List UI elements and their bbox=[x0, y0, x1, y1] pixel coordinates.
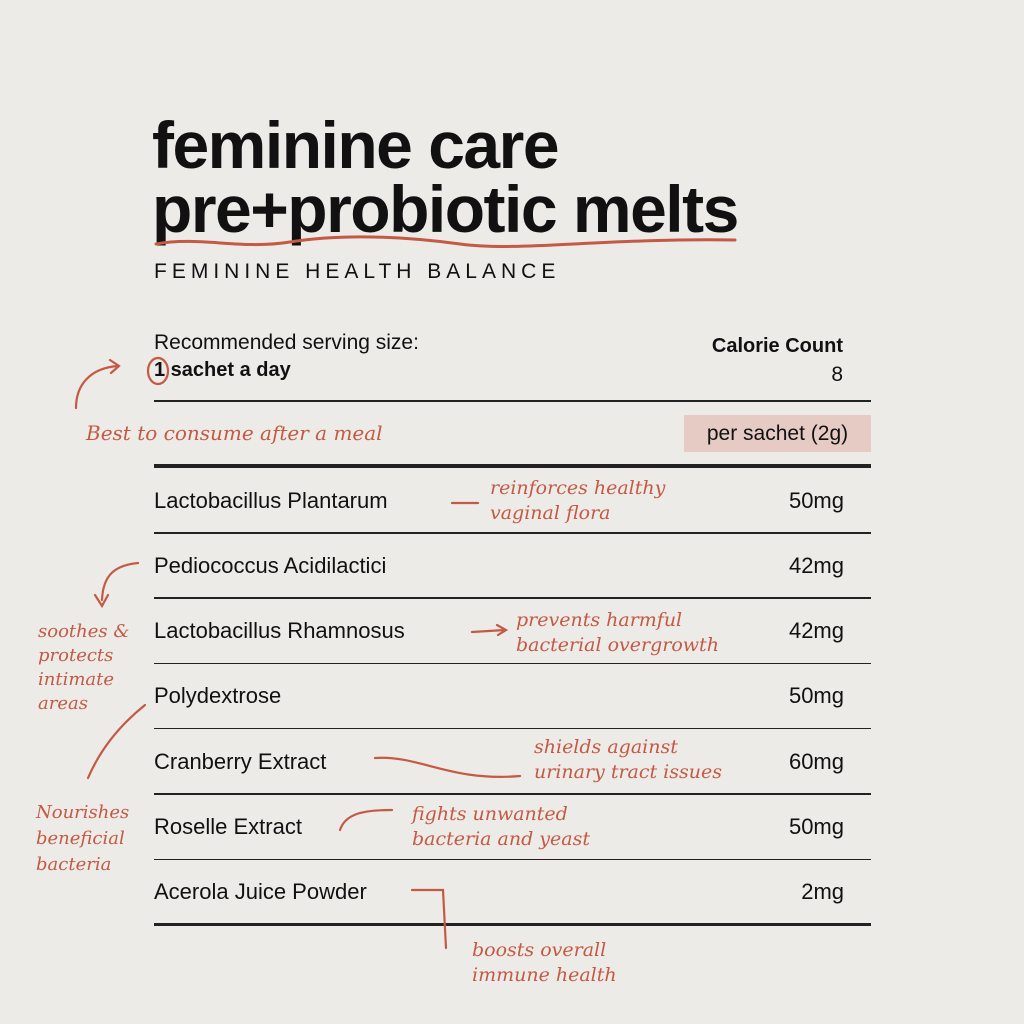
row-divider bbox=[154, 532, 871, 534]
ingredient-row: Acerola Juice Powder 2mg bbox=[154, 860, 844, 925]
calorie-value: 8 bbox=[831, 363, 843, 386]
note-acerola: boosts overall immune health bbox=[472, 939, 617, 986]
ingredient-amount: 2mg bbox=[801, 879, 844, 905]
divider-thick bbox=[154, 464, 871, 468]
connector bbox=[410, 888, 448, 950]
row-divider bbox=[154, 727, 871, 730]
note-soothes: soothes & protects intimate areas bbox=[38, 621, 130, 714]
note-plantarum: reinforces healthy vaginal flora bbox=[490, 477, 666, 524]
ingredient-row: Polydextrose 50mg bbox=[154, 664, 844, 729]
serving-basis-badge: per sachet (2g) bbox=[684, 415, 871, 452]
row-divider bbox=[154, 662, 871, 665]
serving-label: Recommended serving size: bbox=[154, 331, 419, 354]
arrow-icon bbox=[470, 623, 509, 637]
ingredient-amount: 50mg bbox=[788, 814, 844, 839]
ingredient-name: Lactobacillus Rhamnosus bbox=[154, 618, 405, 644]
note-cranberry: shields against urinary tract issues bbox=[534, 736, 722, 783]
arrow-icon bbox=[74, 358, 121, 410]
calorie-label: Calorie Count bbox=[711, 335, 843, 357]
note-rhamnosus: prevents harmful bacterial overgrowth bbox=[516, 609, 719, 656]
ingredient-amount: 42mg bbox=[788, 618, 844, 644]
title-line-2: pre+probiotic melts bbox=[152, 172, 739, 246]
circle-mark bbox=[146, 356, 170, 386]
note-meal: Best to consume after a meal bbox=[86, 421, 383, 445]
title-line-1: feminine care bbox=[152, 108, 560, 182]
arrow-icon bbox=[93, 561, 140, 609]
ingredient-row: Lactobacillus Rhamnosus 42mg bbox=[154, 599, 844, 664]
title-underline bbox=[154, 235, 737, 248]
divider-bottom bbox=[154, 923, 871, 926]
ingredient-name: Pediococcus Acidilactici bbox=[154, 552, 387, 578]
ingredient-row: Lactobacillus Plantarum 50mg bbox=[154, 468, 844, 533]
ingredient-name: Polydextrose bbox=[154, 683, 282, 709]
row-divider bbox=[154, 858, 871, 860]
ingredient-amount: 50mg bbox=[788, 487, 844, 513]
ingredient-row: Pediococcus Acidilactici 42mg bbox=[154, 533, 844, 598]
subtitle: FEMININE HEALTH BALANCE bbox=[154, 260, 561, 283]
serving-value: 1 sachet a day bbox=[154, 359, 291, 381]
ingredient-row: Roselle Extract 50mg bbox=[154, 795, 844, 860]
row-divider bbox=[154, 793, 871, 795]
note-roselle: fights unwanted bacteria and yeast bbox=[412, 803, 590, 850]
ingredient-name: Cranberry Extract bbox=[154, 748, 327, 774]
note-nourishes: Nourishes beneficial bacteria bbox=[36, 802, 130, 875]
connector bbox=[86, 703, 147, 780]
row-divider bbox=[154, 597, 871, 599]
ingredient-amount: 60mg bbox=[788, 748, 844, 774]
connector bbox=[338, 808, 394, 832]
ingredient-name: Roselle Extract bbox=[154, 814, 302, 839]
ingredient-amount: 42mg bbox=[788, 552, 844, 578]
ingredient-name: Acerola Juice Powder bbox=[154, 879, 367, 905]
divider bbox=[154, 400, 871, 402]
ingredient-amount: 50mg bbox=[788, 683, 844, 709]
connector bbox=[373, 756, 522, 778]
ingredient-row: Cranberry Extract 60mg bbox=[154, 729, 844, 794]
ingredient-name: Lactobacillus Plantarum bbox=[154, 487, 388, 513]
